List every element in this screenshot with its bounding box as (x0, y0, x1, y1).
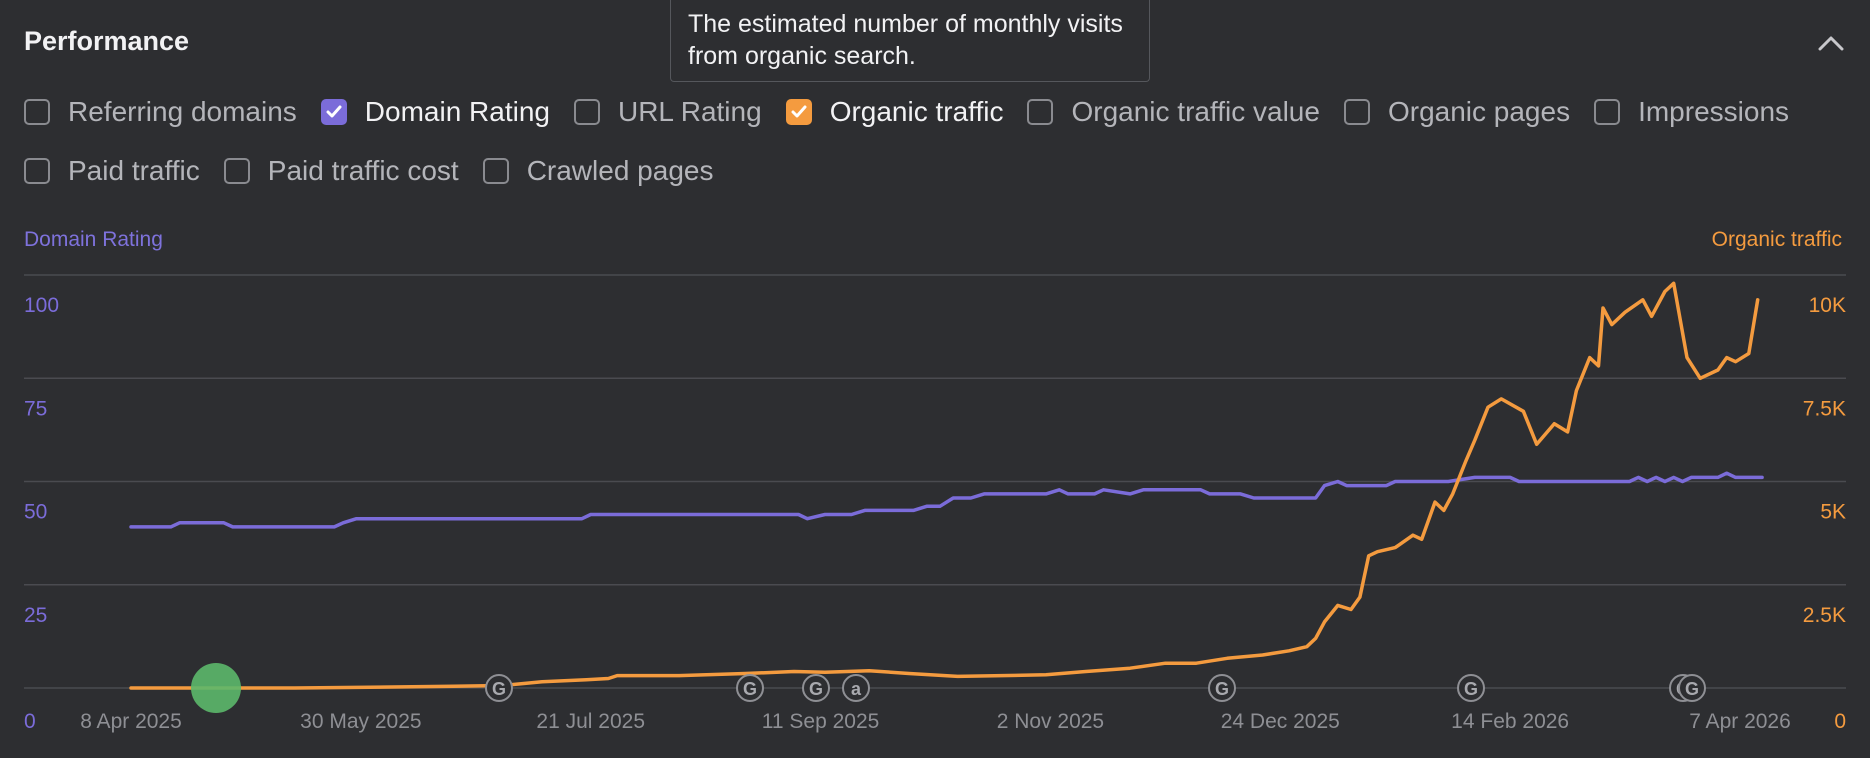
checkbox[interactable] (24, 158, 50, 184)
checkmark-icon (791, 105, 807, 118)
metric-label: Paid traffic (68, 155, 200, 186)
x-tick-label: 14 Feb 2026 (1451, 710, 1569, 733)
x-tick-label: 21 Jul 2025 (536, 710, 645, 733)
checkbox[interactable] (482, 158, 509, 184)
google-update-marker (485, 674, 513, 702)
metric-domain-rating[interactable]: Domain Rating (320, 96, 550, 128)
checkbox[interactable] (1027, 99, 1054, 125)
checkbox[interactable] (573, 99, 600, 125)
metric-organic-traffic-value[interactable]: Organic traffic value (1027, 96, 1320, 128)
checkbox[interactable] (320, 99, 347, 125)
collapse-button[interactable] (1816, 28, 1846, 58)
metric-organic-traffic[interactable]: Organic traffic (785, 96, 1004, 128)
metric-label: Domain Rating (364, 96, 550, 127)
checkmark-icon (326, 105, 342, 118)
x-tick-label: 11 Sep 2025 (762, 710, 880, 733)
y-left-tick-label: 100 (24, 294, 59, 317)
section-title: Performance (24, 26, 190, 56)
metric-url-rating[interactable]: URL Rating (573, 96, 762, 128)
checkbox[interactable] (785, 99, 812, 125)
google-update-marker (1678, 674, 1706, 702)
x-tick-label: 24 Dec 2025 (1221, 710, 1340, 733)
y-right-tick-label: 10K (1809, 294, 1846, 317)
left-axis-title: Domain Rating (24, 228, 163, 251)
y-right-tick-label: 0 (1834, 710, 1846, 733)
google-update-icon: G (492, 679, 506, 699)
x-tick-label: 8 Apr 2025 (80, 710, 182, 733)
metric-label: Organic pages (1387, 96, 1571, 127)
chevron-up-icon (1818, 36, 1844, 51)
checkbox[interactable] (1594, 99, 1621, 125)
metric-label: Paid traffic cost (267, 155, 459, 186)
metrics-row-1: Referring domains Domain Rating URL Rati… (24, 96, 1789, 128)
y-left-tick-label: 75 (24, 397, 47, 420)
metrics-row-2: Paid traffic Paid traffic cost Crawled p… (24, 155, 737, 187)
google-update-marker (1208, 674, 1236, 702)
metric-label: Organic traffic value (1071, 96, 1320, 127)
organic-traffic-line (129, 281, 1760, 690)
google-update-marker (802, 674, 830, 702)
algorithm-update-marker (842, 674, 870, 702)
y-right-tick-label: 5K (1820, 501, 1846, 524)
google-update-marker (1457, 674, 1485, 702)
google-update-marker (736, 674, 764, 702)
right-axis-title: Organic traffic (1711, 228, 1842, 251)
metric-label: Organic traffic (829, 96, 1004, 127)
checkbox[interactable] (24, 99, 50, 125)
google-update-icon: G (1215, 679, 1229, 699)
metric-crawled-pages[interactable]: Crawled pages (482, 155, 714, 187)
metric-label: Crawled pages (526, 155, 714, 186)
checkbox[interactable] (223, 158, 250, 184)
x-tick-label: 30 May 2025 (300, 710, 421, 733)
metric-paid-traffic-cost[interactable]: Paid traffic cost (223, 155, 459, 187)
y-left-tick-label: 50 (24, 501, 47, 524)
y-left-tick-label: 0 (24, 710, 36, 733)
google-update-icon: G (743, 679, 757, 699)
x-tick-label: 2 Nov 2025 (997, 710, 1104, 733)
metric-referring-domains[interactable]: Referring domains (24, 96, 297, 128)
highlight-point (191, 663, 241, 713)
y-right-tick-label: 2.5K (1803, 604, 1846, 627)
y-left-tick-label: 25 (24, 604, 47, 627)
y-right-tick-label: 7.5K (1803, 397, 1846, 420)
x-tick-label: 7 Apr 2026 (1689, 710, 1791, 733)
metric-organic-pages[interactable]: Organic pages (1343, 96, 1571, 128)
metric-label: URL Rating (617, 96, 762, 127)
google-update-icon: G (1464, 679, 1478, 699)
google-update-icon: a (851, 679, 862, 699)
metric-label: Referring domains (68, 96, 297, 127)
domain-rating-line (129, 471, 1764, 529)
metric-tooltip: The estimated number of monthly visits f… (670, 0, 1150, 82)
checkbox[interactable] (1343, 99, 1370, 125)
metric-label: Impressions (1638, 96, 1790, 127)
google-update-icon: G (1685, 679, 1699, 699)
metric-paid-traffic[interactable]: Paid traffic (24, 155, 200, 187)
google-update-icon: G (809, 679, 823, 699)
metric-impressions[interactable]: Impressions (1594, 96, 1789, 128)
